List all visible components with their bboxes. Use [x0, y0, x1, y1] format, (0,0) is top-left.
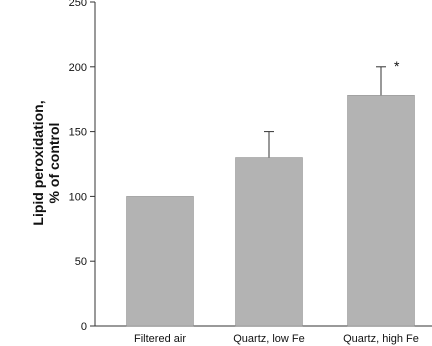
category-label-1: Quartz, low Fe: [233, 333, 305, 345]
y-axis-title-line1: Lipid peroxidation,: [30, 100, 46, 225]
y-tick-label-200: 200: [69, 62, 87, 74]
y-tick-label-250: 250: [69, 0, 87, 9]
y-axis: 0 50 100 150 200 250: [69, 0, 96, 333]
bar-2: [347, 95, 415, 327]
bars: [126, 95, 415, 327]
category-label-2: Quartz, high Fe: [343, 333, 419, 345]
y-tick-label-100: 100: [69, 191, 87, 203]
bar-1: [235, 157, 303, 327]
y-tick-label-150: 150: [69, 127, 87, 139]
annotations: *: [394, 58, 400, 74]
y-tick-label-50: 50: [75, 256, 87, 268]
y-axis-title-line2: % of control: [46, 123, 62, 204]
category-labels: Filtered air Quartz, low Fe Quartz, high F…: [134, 333, 419, 345]
y-tick-label-0: 0: [81, 321, 87, 333]
error-bars: [264, 66, 386, 158]
category-label-0: Filtered air: [134, 333, 186, 345]
bar-0: [126, 196, 194, 327]
significance-marker-2: *: [394, 58, 400, 74]
